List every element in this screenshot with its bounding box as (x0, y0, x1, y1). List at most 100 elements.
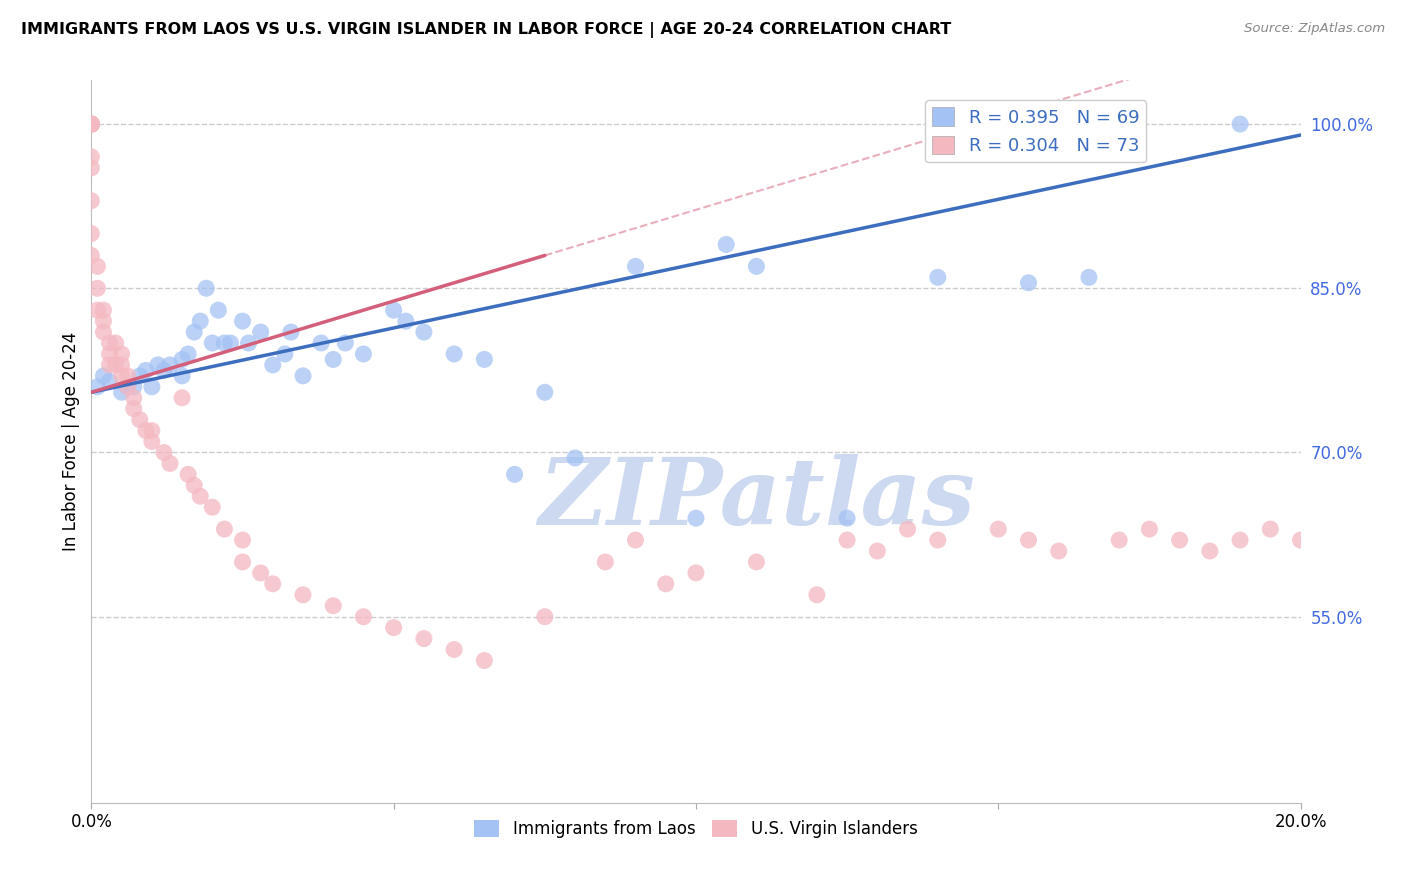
Point (86, 260, 108, 274)
Point (80, 194, 103, 208)
Point (183, 325, 205, 339)
Legend: Immigrants from Laos, U.S. Virgin Islanders: Immigrants from Laos, U.S. Virgin Island… (468, 814, 924, 845)
Point (195, 281, 218, 295)
Point (172, 368, 194, 383)
Point (413, 632, 436, 646)
Point (80, 117, 103, 131)
Point (835, 511, 858, 525)
Point (1108, 533, 1130, 547)
Point (685, 511, 707, 525)
Point (714, 237, 737, 252)
Point (93, 325, 115, 339)
Point (292, 368, 315, 383)
Point (153, 445, 176, 459)
Point (80, 117, 103, 131)
Point (249, 566, 271, 580)
Point (135, 424, 157, 438)
Point (262, 577, 284, 591)
Point (86, 281, 108, 295)
Point (395, 314, 418, 328)
Point (866, 544, 889, 558)
Point (80, 117, 103, 131)
Point (111, 358, 132, 372)
Point (685, 566, 707, 580)
Point (93, 314, 115, 328)
Point (533, 385, 555, 400)
Point (80, 117, 103, 131)
Point (80, 117, 103, 131)
Point (335, 336, 357, 351)
Point (153, 363, 176, 377)
Point (1289, 533, 1312, 547)
Point (98, 336, 121, 351)
Text: IMMIGRANTS FROM LAOS VS U.S. VIRGIN ISLANDER IN LABOR FORCE | AGE 20-24 CORRELAT: IMMIGRANTS FROM LAOS VS U.S. VIRGIN ISLA… (21, 22, 952, 38)
Point (146, 358, 169, 372)
Point (624, 533, 647, 547)
Point (141, 434, 163, 449)
Point (111, 368, 132, 383)
Point (231, 533, 253, 547)
Point (1047, 544, 1070, 558)
Point (987, 522, 1010, 536)
Point (117, 380, 139, 394)
Point (93, 303, 115, 318)
Point (533, 609, 555, 624)
Point (1229, 533, 1251, 547)
Point (745, 260, 768, 274)
Point (472, 352, 495, 367)
Point (117, 368, 139, 383)
Point (249, 325, 271, 339)
Point (1168, 533, 1191, 547)
Point (117, 380, 139, 394)
Point (231, 555, 253, 569)
Text: Source: ZipAtlas.com: Source: ZipAtlas.com (1244, 22, 1385, 36)
Point (927, 533, 949, 547)
Point (159, 457, 181, 471)
Point (141, 380, 163, 394)
Point (564, 450, 586, 465)
Point (835, 533, 858, 547)
Point (231, 314, 253, 328)
Point (382, 621, 405, 635)
Point (183, 478, 205, 492)
Y-axis label: In Labor Force | Age 20-24: In Labor Force | Age 20-24 (62, 332, 80, 551)
Point (1260, 522, 1282, 536)
Point (98, 358, 121, 372)
Text: ZIPatlas: ZIPatlas (538, 454, 974, 544)
Point (135, 363, 157, 377)
Point (1018, 533, 1040, 547)
Point (122, 401, 145, 416)
Point (503, 467, 526, 482)
Point (1229, 117, 1251, 131)
Point (177, 467, 200, 482)
Point (207, 303, 229, 318)
Point (352, 347, 374, 361)
Point (86, 303, 108, 318)
Point (122, 380, 145, 394)
Point (122, 391, 145, 405)
Point (382, 303, 405, 318)
Point (214, 336, 236, 351)
Point (201, 500, 224, 515)
Point (104, 336, 127, 351)
Point (745, 555, 768, 569)
Point (413, 325, 436, 339)
Point (1018, 276, 1040, 290)
Point (188, 489, 211, 503)
Point (322, 352, 344, 367)
Point (177, 347, 200, 361)
Point (595, 555, 617, 569)
Point (98, 374, 121, 388)
Point (80, 248, 103, 262)
Point (188, 314, 211, 328)
Point (309, 336, 332, 351)
Point (238, 336, 260, 351)
Point (927, 270, 949, 285)
Point (443, 642, 465, 657)
Point (280, 325, 302, 339)
Point (292, 588, 315, 602)
Point (80, 227, 103, 241)
Point (141, 424, 163, 438)
Point (128, 368, 150, 383)
Point (128, 412, 150, 426)
